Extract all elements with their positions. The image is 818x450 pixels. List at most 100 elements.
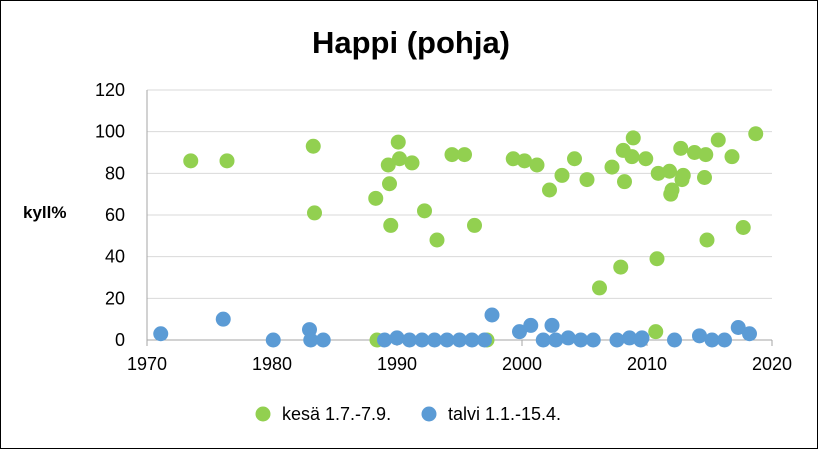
data-point [402,332,417,348]
data-point [697,170,712,185]
y-tick-label: 100 [95,122,125,142]
data-point [650,165,666,181]
data-point [638,151,654,167]
y-tick-label: 20 [105,288,125,308]
data-point [383,217,399,233]
x-tick-label: 2010 [627,354,667,374]
data-point [457,147,472,163]
data-point [183,153,199,169]
data-points [153,126,764,348]
y-tick-label: 120 [95,80,125,100]
data-point [484,307,500,323]
data-point [467,217,482,233]
data-point [664,182,680,198]
data-point [505,151,521,167]
data-point [648,324,664,340]
data-point [748,126,764,142]
data-point [560,330,576,346]
legend-marker [421,406,437,422]
data-point [535,332,551,348]
data-point [698,147,714,163]
series-1 [153,307,757,348]
data-point [625,130,641,146]
data-point [452,332,467,348]
y-tick-label: 60 [105,205,125,225]
legend: kesä 1.7.-7.9. talvi 1.1.-15.4. [255,404,561,424]
data-point [517,153,532,169]
data-point [633,332,649,348]
legend-label: talvi 1.1.-15.4. [448,404,561,424]
data-point [389,330,405,346]
data-point [662,163,677,179]
x-tick-label: 2020 [752,354,792,374]
data-point [585,332,601,348]
legend-label: kesä 1.7.-7.9. [282,404,391,424]
data-point [617,174,632,190]
data-point [692,328,707,344]
data-point [477,332,492,348]
data-point [699,232,715,248]
data-point [604,159,620,175]
y-tick-label: 80 [105,163,125,183]
data-point [390,134,406,150]
data-point [414,332,430,348]
data-point [613,259,629,275]
data-point [573,332,589,348]
data-point [542,182,557,198]
data-point [417,203,432,219]
y-tick-label: 40 [105,247,125,267]
data-point [579,172,595,188]
x-tick-label: 1970 [127,354,167,374]
data-point [305,138,321,154]
data-point [675,167,691,183]
data-point [592,280,607,296]
data-point [529,157,545,173]
data-point [724,149,740,165]
data-point [464,332,480,348]
data-point [523,317,539,333]
data-point [567,151,582,167]
data-point [512,324,527,340]
series-0 [183,126,764,348]
x-tick-label: 1980 [252,354,292,374]
data-point [544,317,560,333]
data-point [219,153,235,169]
data-point [667,332,682,348]
data-point [704,332,720,348]
data-point [649,251,665,267]
data-point [742,326,757,342]
data-point [717,332,732,348]
gridlines [147,89,772,299]
x-tick-label: 2000 [502,354,542,374]
data-point [730,320,746,335]
data-point [439,332,455,348]
data-point [368,190,384,206]
data-point [215,311,231,327]
data-point [315,332,331,348]
data-point [392,151,407,167]
data-point [554,167,570,183]
x-tick-label: 1990 [377,354,417,374]
data-point [624,149,640,165]
data-point [609,332,625,348]
data-point [444,147,460,163]
axes: 0 20 40 60 80 100 120 1970 1980 1990 2000 2010 2020 [95,80,792,374]
data-point [380,157,396,173]
data-point [735,220,751,235]
data-point [265,332,281,348]
data-point [687,145,702,160]
data-point [710,132,726,148]
data-point [622,330,637,346]
data-point [303,332,319,348]
data-point [427,332,442,348]
data-point [382,176,397,192]
legend-marker [255,406,271,422]
y-axis-label: kyll% [23,203,66,222]
data-point [429,232,445,248]
data-point [404,155,420,171]
y-tick-label: 0 [115,330,125,350]
data-point [377,332,392,348]
data-point [673,140,689,156]
